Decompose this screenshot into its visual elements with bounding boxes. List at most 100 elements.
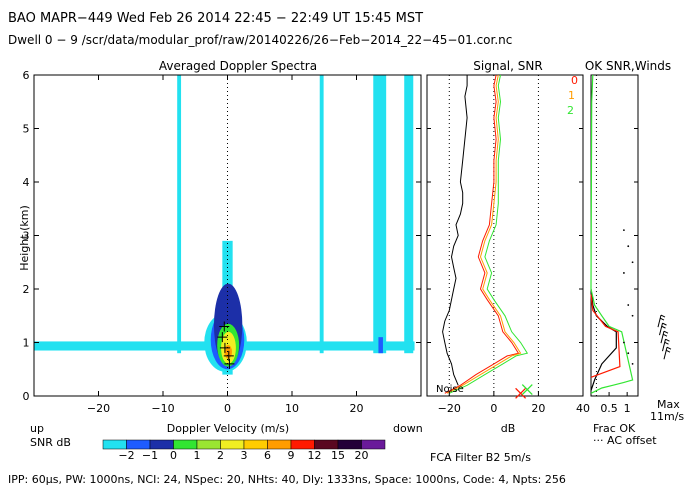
spectra-plot-area <box>34 75 415 396</box>
wind-dot <box>631 363 634 365</box>
spectra-axes: 0 1 2 3 4 5 6 −20 −10 0 10 20 <box>23 69 421 415</box>
colorbar-swatch <box>314 439 339 450</box>
wind-dot <box>631 261 634 264</box>
x-tick-label: 10 <box>285 402 299 415</box>
snr-x-tick-label: −20 <box>438 402 461 415</box>
up-label: up <box>30 422 44 435</box>
colorbar-tick-label: 15 <box>331 449 345 462</box>
y-tick-label: 1 <box>23 337 30 350</box>
colorbar-tick-label: −1 <box>142 449 158 462</box>
header-title: BAO MAPR−449 Wed Feb 26 2014 22:45 − 22:… <box>8 11 423 26</box>
colorbar-swatch <box>361 439 386 450</box>
ok-plot-area: 0.5 1 <box>590 74 672 415</box>
ok-x-tick-label: 1 <box>624 402 631 415</box>
colorbar-tick-label: 12 <box>308 449 322 462</box>
wind-barb <box>657 314 666 328</box>
spectra-title: Averaged Doppler Spectra <box>159 59 317 73</box>
wind-dot <box>627 352 630 355</box>
colorbar-label: SNR dB <box>30 436 71 449</box>
noise-label: Noise <box>436 384 464 395</box>
colorbar: −2 −1 0 1 2 3 6 9 12 15 20 <box>102 439 386 462</box>
header-dwell: Dwell 0 − 9 /scr/data/modular_prof/raw/2… <box>8 33 512 47</box>
ac-offset-label: ··· AC offset <box>593 434 657 447</box>
snr-title: Signal, SNR <box>473 59 542 73</box>
snr-series-snr0 <box>444 74 520 394</box>
colorbar-swatch <box>337 439 362 450</box>
y-tick-label: 4 <box>23 176 30 189</box>
colorbar-swatch <box>149 439 174 450</box>
max-wind-value: 11m/s <box>650 410 684 423</box>
spectral-peak-marker <box>219 321 230 332</box>
spectral-peak-marker <box>219 342 230 353</box>
snr-series-snr2 <box>449 74 529 394</box>
colorbar-swatch <box>102 439 127 450</box>
colorbar-tick-label: 1 <box>194 449 201 462</box>
fracok-series-frac2 <box>590 74 634 394</box>
wind-dot <box>623 272 625 274</box>
fracok-series-frac1 <box>590 294 621 378</box>
snr-x-tick-label: 40 <box>576 402 590 415</box>
ok-x-tick-label: 0.5 <box>600 402 618 415</box>
colorbar-swatch <box>243 439 268 450</box>
legend-1: 1 <box>568 89 575 102</box>
spectral-peak-marker <box>223 350 234 361</box>
footer-params: IPP: 60μs, PW: 1000ns, NCI: 24, NSpec: 2… <box>8 473 566 486</box>
colorbar-tick-label: 6 <box>264 449 271 462</box>
snr-x-tick-label: 0 <box>490 402 497 415</box>
wind-dot <box>627 245 630 248</box>
colorbar-swatch <box>173 439 198 450</box>
x-axis-label: Doppler Velocity (m/s) <box>167 422 289 435</box>
snr-x-marker <box>521 384 533 396</box>
colorbar-tick-label: 3 <box>241 449 248 462</box>
wind-barb <box>663 346 672 360</box>
snr-x-tick-label: 20 <box>531 402 545 415</box>
wind-barb <box>659 322 667 336</box>
x-tick-label: −20 <box>87 402 110 415</box>
spectra-strip <box>378 337 383 354</box>
colorbar-swatch <box>196 439 221 450</box>
colorbar-tick-label: −2 <box>118 449 134 462</box>
y-tick-label: 3 <box>23 230 30 243</box>
colorbar-tick-label: 0 <box>170 449 177 462</box>
max-label: Max <box>657 398 680 411</box>
spectra-strip <box>319 75 324 354</box>
colorbar-swatch <box>220 439 245 450</box>
snr-frame <box>426 74 584 397</box>
snr-series-signal <box>442 74 470 386</box>
legend-0: 0 <box>571 74 578 87</box>
colorbar-tick-label: 9 <box>288 449 295 462</box>
wind-barb <box>662 338 670 352</box>
y-axis-label: Height (km) <box>18 205 31 271</box>
x-tick-label: 0 <box>224 402 231 415</box>
ok-frame <box>590 74 639 397</box>
down-label: down <box>393 422 423 435</box>
snr-xlabel: dB <box>501 422 516 435</box>
spectral-peak-marker <box>217 332 228 343</box>
frac-ok-label: Frac OK <box>593 422 636 435</box>
spectra-strip <box>404 75 414 354</box>
wind-dot <box>623 341 625 344</box>
snr-plot-area: −20 0 20 40 <box>427 74 590 415</box>
wind-dot <box>631 314 634 317</box>
wind-dot <box>627 304 630 306</box>
legend-2: 2 <box>567 104 574 117</box>
y-tick-label: 2 <box>23 283 30 296</box>
wind-dot <box>623 229 625 232</box>
spectra-core-contour <box>224 345 233 359</box>
spectra-strip <box>177 75 182 354</box>
y-tick-label: 0 <box>23 390 30 403</box>
y-tick-label: 6 <box>23 69 30 82</box>
colorbar-tick-label: 2 <box>217 449 224 462</box>
wind-barb <box>660 330 669 344</box>
colorbar-swatch <box>267 439 292 450</box>
colorbar-tick-label: 20 <box>355 449 369 462</box>
y-tick-label: 5 <box>23 123 30 136</box>
colorbar-swatch <box>126 439 151 450</box>
spectra-strip <box>373 75 387 354</box>
snr-series-snr1 <box>446 74 522 394</box>
x-tick-label: −10 <box>151 402 174 415</box>
spectral-peak-marker <box>224 358 235 369</box>
fca-filter-label: FCA Filter B2 5m/s <box>430 451 531 464</box>
snr-x-marker <box>515 387 527 399</box>
